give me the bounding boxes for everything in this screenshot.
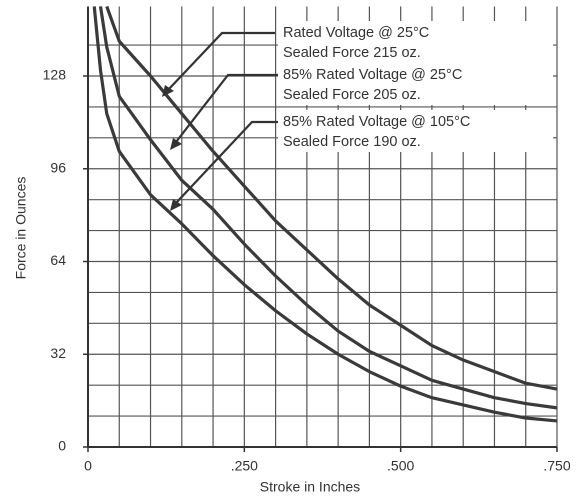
- y-axis-label: Force in Ounces: [13, 177, 29, 280]
- annotation: Sealed Force 190 oz.: [283, 134, 421, 150]
- x-tick-label: 0: [84, 458, 92, 474]
- annotation-bg: [278, 110, 553, 152]
- y-tick-label: 96: [50, 159, 66, 175]
- curve: [98, 6, 558, 410]
- annotation: 85% Rated Voltage @ 25°C: [283, 67, 462, 83]
- x-tick-label: .250: [231, 458, 258, 474]
- y-tick-label: 128: [43, 67, 67, 83]
- annotation: Sealed Force 205 oz.: [283, 87, 421, 103]
- annotation-bg: [278, 63, 553, 105]
- annotation: Sealed Force 215 oz.: [283, 45, 421, 61]
- curve: [105, 5, 558, 391]
- x-tick-label: .500: [387, 458, 414, 474]
- y-tick-label: 0: [58, 438, 66, 454]
- y-tick-label: 64: [50, 252, 66, 268]
- annotation: Rated Voltage @ 25°C: [283, 25, 429, 41]
- x-axis-label: Stroke in Inches: [260, 479, 360, 495]
- x-tick-label: .750: [543, 458, 570, 474]
- y-tick-label: 32: [50, 345, 66, 361]
- annotation-bg: [278, 21, 553, 63]
- annotation-arrows: [162, 31, 280, 211]
- annotation: 85% Rated Voltage @ 105°C: [283, 114, 470, 130]
- curve: [92, 6, 558, 423]
